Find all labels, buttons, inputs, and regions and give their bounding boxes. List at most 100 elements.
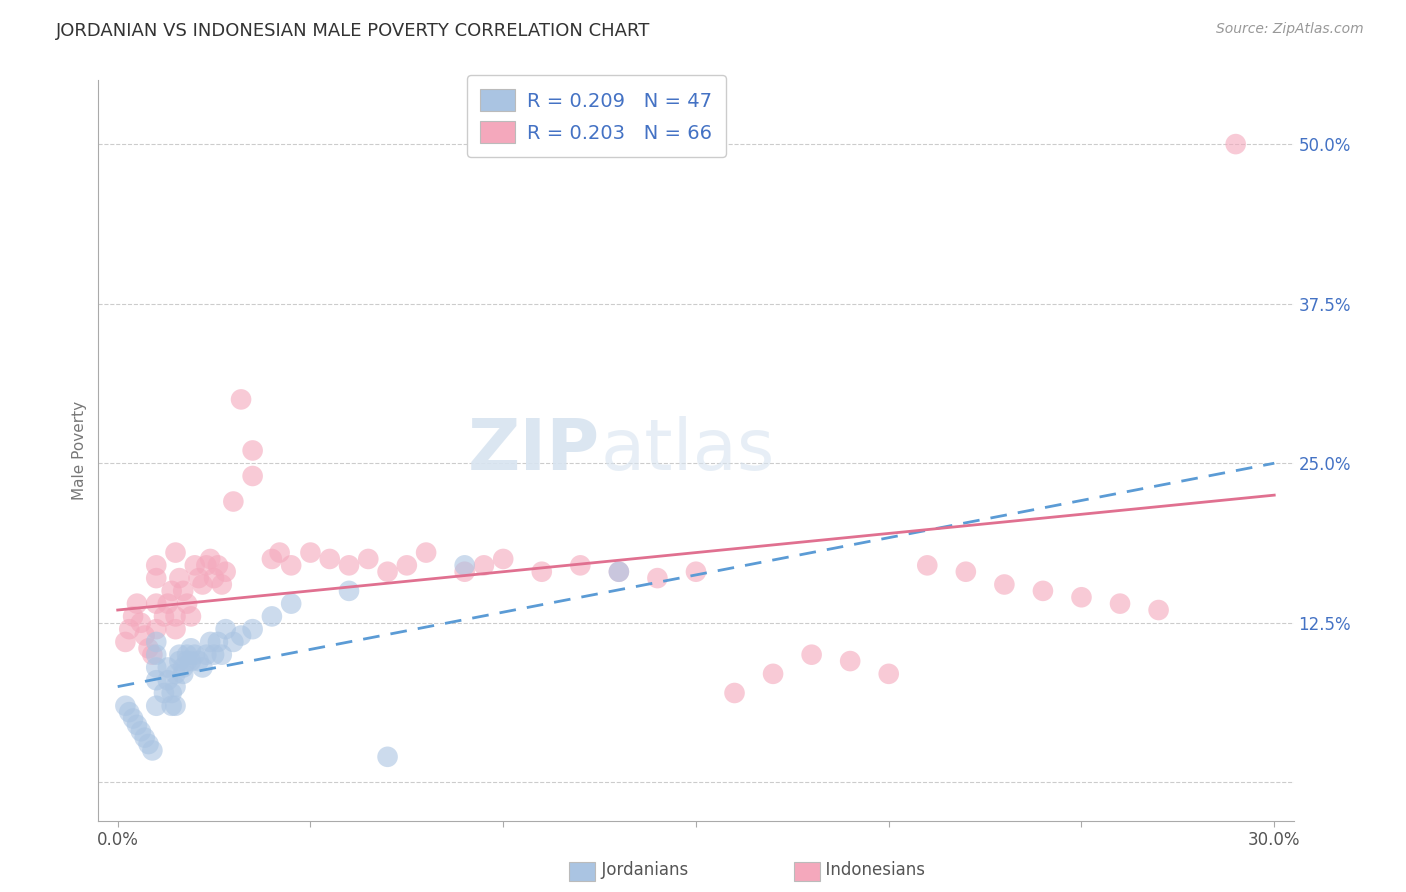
Point xyxy=(145,635,167,649)
Point xyxy=(453,565,475,579)
Point xyxy=(180,654,202,668)
Point xyxy=(145,648,167,662)
Point xyxy=(955,565,977,579)
Text: atlas: atlas xyxy=(600,416,775,485)
Point xyxy=(229,392,252,407)
Point xyxy=(180,641,202,656)
Point xyxy=(145,660,167,674)
Point xyxy=(214,622,236,636)
Point xyxy=(191,660,214,674)
Point xyxy=(211,648,233,662)
Point xyxy=(145,622,167,636)
Point xyxy=(260,552,283,566)
Point xyxy=(917,558,939,573)
Point xyxy=(530,565,553,579)
Point xyxy=(222,635,245,649)
Point xyxy=(1070,591,1092,605)
Point xyxy=(357,552,380,566)
Point xyxy=(138,737,160,751)
Point xyxy=(180,609,202,624)
Point xyxy=(125,718,148,732)
Point xyxy=(129,615,152,630)
Point xyxy=(800,648,823,662)
Point xyxy=(145,673,167,688)
Point xyxy=(607,565,630,579)
Point xyxy=(165,622,187,636)
Point xyxy=(160,686,183,700)
Point xyxy=(134,629,156,643)
Point xyxy=(141,648,163,662)
Point xyxy=(184,648,207,662)
Point xyxy=(569,558,592,573)
Text: Indonesians: Indonesians xyxy=(815,861,925,879)
Point xyxy=(160,698,183,713)
Point xyxy=(1032,583,1054,598)
Point xyxy=(169,654,191,668)
Point xyxy=(280,558,302,573)
Point xyxy=(134,731,156,745)
Text: Source: ZipAtlas.com: Source: ZipAtlas.com xyxy=(1216,22,1364,37)
Point xyxy=(377,749,399,764)
Point xyxy=(242,469,264,483)
Point xyxy=(299,545,322,559)
Point xyxy=(145,558,167,573)
Point xyxy=(125,597,148,611)
Text: Jordanians: Jordanians xyxy=(591,861,688,879)
Point xyxy=(165,680,187,694)
Point xyxy=(337,583,360,598)
Point xyxy=(169,648,191,662)
Point xyxy=(145,698,167,713)
Point xyxy=(187,654,209,668)
Point xyxy=(280,597,302,611)
Point xyxy=(176,654,198,668)
Point xyxy=(129,724,152,739)
Point xyxy=(122,609,145,624)
Point xyxy=(165,698,187,713)
Point xyxy=(222,494,245,508)
Point xyxy=(839,654,862,668)
Point xyxy=(172,660,194,674)
Point xyxy=(122,712,145,726)
Y-axis label: Male Poverty: Male Poverty xyxy=(72,401,87,500)
Point xyxy=(141,743,163,757)
Point xyxy=(762,666,785,681)
Point xyxy=(377,565,399,579)
Point xyxy=(138,641,160,656)
Point xyxy=(114,635,136,649)
Point xyxy=(172,666,194,681)
Point xyxy=(395,558,418,573)
Point xyxy=(169,571,191,585)
Point xyxy=(415,545,437,559)
Point xyxy=(607,565,630,579)
Point xyxy=(214,565,236,579)
Point xyxy=(492,552,515,566)
Point xyxy=(118,705,141,719)
Point xyxy=(200,635,222,649)
Point xyxy=(207,558,229,573)
Point xyxy=(337,558,360,573)
Point xyxy=(647,571,669,585)
Point xyxy=(118,622,141,636)
Point xyxy=(176,648,198,662)
Point xyxy=(153,609,176,624)
Point xyxy=(200,552,222,566)
Point xyxy=(211,577,233,591)
Point xyxy=(187,571,209,585)
Point xyxy=(1225,137,1247,152)
Point xyxy=(145,571,167,585)
Point xyxy=(242,622,264,636)
Point xyxy=(202,571,225,585)
Point xyxy=(472,558,495,573)
Point xyxy=(723,686,745,700)
Point xyxy=(195,558,218,573)
Text: ZIP: ZIP xyxy=(468,416,600,485)
Point xyxy=(172,583,194,598)
Point xyxy=(156,660,179,674)
Point xyxy=(195,648,218,662)
Point xyxy=(156,673,179,688)
Point xyxy=(165,666,187,681)
Text: JORDANIAN VS INDONESIAN MALE POVERTY CORRELATION CHART: JORDANIAN VS INDONESIAN MALE POVERTY COR… xyxy=(56,22,651,40)
Point xyxy=(1109,597,1132,611)
Point xyxy=(184,558,207,573)
Point xyxy=(114,698,136,713)
